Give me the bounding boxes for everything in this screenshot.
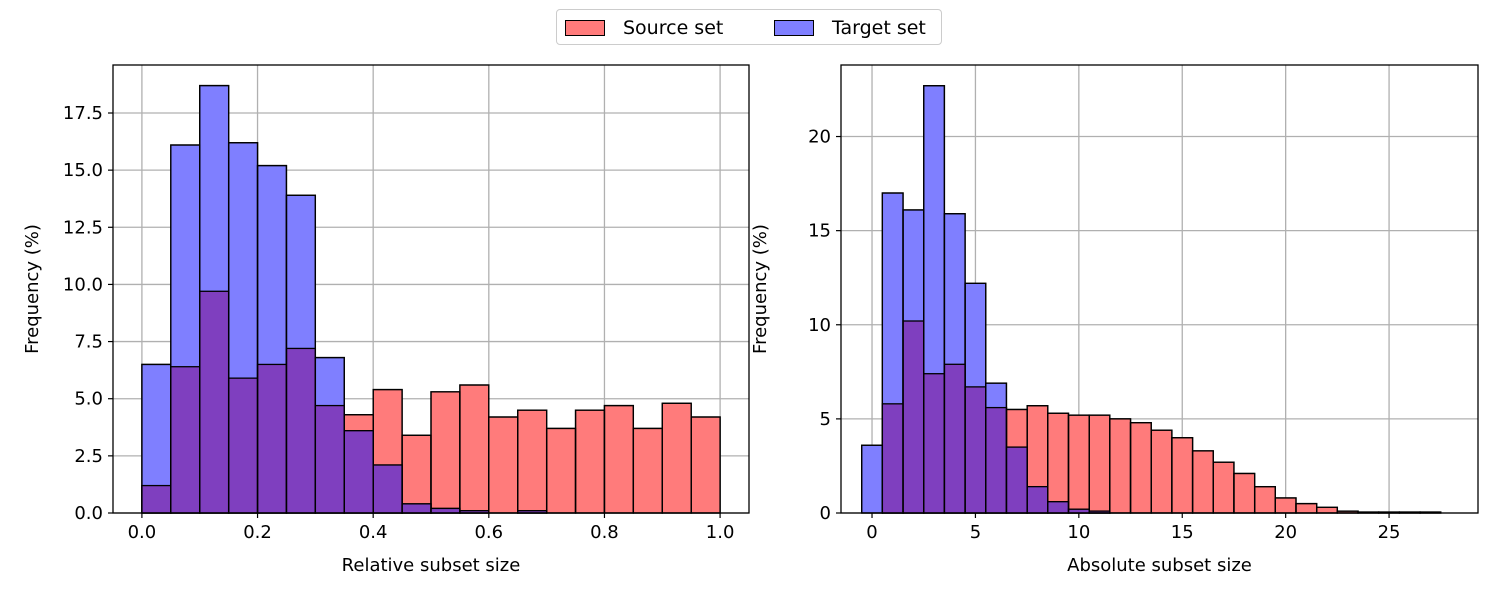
source-bar: [1233, 472, 1256, 514]
legend-swatch-target: [774, 20, 814, 36]
legend: Source set Target set: [556, 9, 942, 45]
source-bar: [1109, 418, 1132, 514]
x-tick-label: 25: [1378, 522, 1401, 543]
y-tick-label: 7.5: [74, 332, 103, 353]
x-tick-label: 0: [866, 522, 877, 543]
source-bar: [1129, 421, 1152, 514]
source-bar: [1150, 429, 1173, 514]
source-bar: [517, 409, 548, 514]
x-tick-label: 15: [1171, 522, 1194, 543]
relative-size-histogram: 0.0 0.2 0.4 0.6 0.8 1.0 0.0 2.5 5.0 7.5 10.0 12.5 15…: [22, 64, 750, 576]
source-bar: [603, 404, 635, 514]
legend-label-target: Target set: [832, 17, 926, 39]
absolute-size-histogram: 0 5 10 15 20 25 0 5 10 15 20 Absolute subset size Fr…: [750, 64, 1479, 576]
y-tick-label: 20: [808, 127, 831, 148]
overlap-bar: [1005, 446, 1028, 514]
x-axis-label: Relative subset size: [342, 555, 521, 576]
x-tick-label: 0.4: [359, 522, 388, 543]
source-bar: [1067, 414, 1090, 514]
overlap-bar: [430, 507, 461, 514]
y-tick-label: 12.5: [63, 217, 103, 238]
x-tick-label: 0.8: [590, 522, 619, 543]
overlap-bar: [285, 347, 317, 514]
overlap-bar: [372, 464, 403, 514]
x-tick-label: 0.0: [128, 522, 157, 543]
source-bar: [459, 384, 490, 514]
overlap-bar: [985, 406, 1008, 514]
source-bar: [1295, 502, 1318, 514]
overlap-bar: [199, 290, 230, 514]
source-bar: [1191, 450, 1214, 514]
overlap-bar: [256, 363, 288, 514]
y-tick-label: 15: [808, 221, 831, 242]
overlap-bar: [401, 503, 432, 514]
overlap-bar: [1026, 485, 1049, 514]
overlap-bar: [943, 363, 966, 514]
y-tick-label: 0: [820, 503, 831, 524]
source-bar: [1212, 461, 1235, 514]
source-bar: [401, 434, 432, 514]
overlap-bar: [902, 320, 925, 514]
x-tick-label: 5: [970, 522, 981, 543]
source-bar: [661, 402, 692, 514]
source-bar: [545, 427, 577, 514]
source-bar: [488, 416, 519, 514]
overlap-bar: [343, 430, 374, 514]
x-tick-label: 0.2: [243, 522, 272, 543]
y-tick-label: 5: [820, 409, 831, 430]
overlap-bar: [964, 386, 987, 514]
x-axis-label: Absolute subset size: [1067, 555, 1252, 576]
overlap-bar: [170, 366, 201, 514]
legend-item-source: Source set: [565, 17, 723, 39]
source-bar: [1274, 497, 1297, 514]
y-axis-label: Frequency (%): [750, 224, 771, 354]
source-bar: [1088, 414, 1111, 514]
y-tick-label: 0.0: [74, 503, 103, 524]
source-bar: [1171, 437, 1194, 514]
overlap-bar: [1047, 501, 1070, 514]
y-tick-label: 10: [808, 315, 831, 336]
y-tick-label: 10.0: [63, 274, 103, 295]
source-bar: [632, 427, 663, 514]
legend-label-source: Source set: [623, 17, 724, 39]
x-tick-label: 20: [1274, 522, 1297, 543]
overlap-bar: [314, 404, 345, 514]
source-bar: [1047, 412, 1070, 514]
legend-swatch-source: [565, 20, 605, 36]
source-bar: [574, 409, 606, 514]
legend-item-target: Target set: [774, 17, 926, 39]
source-bar: [690, 416, 721, 514]
x-tick-label: 1.0: [706, 522, 735, 543]
overlap-bar: [923, 373, 946, 514]
overlap-bar: [227, 377, 259, 514]
axes-frame: [840, 64, 1479, 514]
y-axis-label: Frequency (%): [22, 224, 43, 354]
axes-frame: [112, 64, 750, 514]
y-tick-label: 15.0: [63, 160, 103, 181]
x-tick-label: 0.6: [474, 522, 503, 543]
source-bar: [1316, 506, 1339, 514]
source-bar: [430, 391, 461, 514]
source-bar: [1253, 485, 1276, 514]
x-tick-label: 10: [1067, 522, 1090, 543]
y-tick-label: 2.5: [74, 446, 103, 467]
target-bar: [861, 444, 884, 514]
y-tick-label: 5.0: [74, 389, 103, 410]
overlap-bar: [881, 403, 904, 514]
overlap-bar: [141, 484, 172, 514]
y-tick-label: 17.5: [63, 103, 103, 124]
